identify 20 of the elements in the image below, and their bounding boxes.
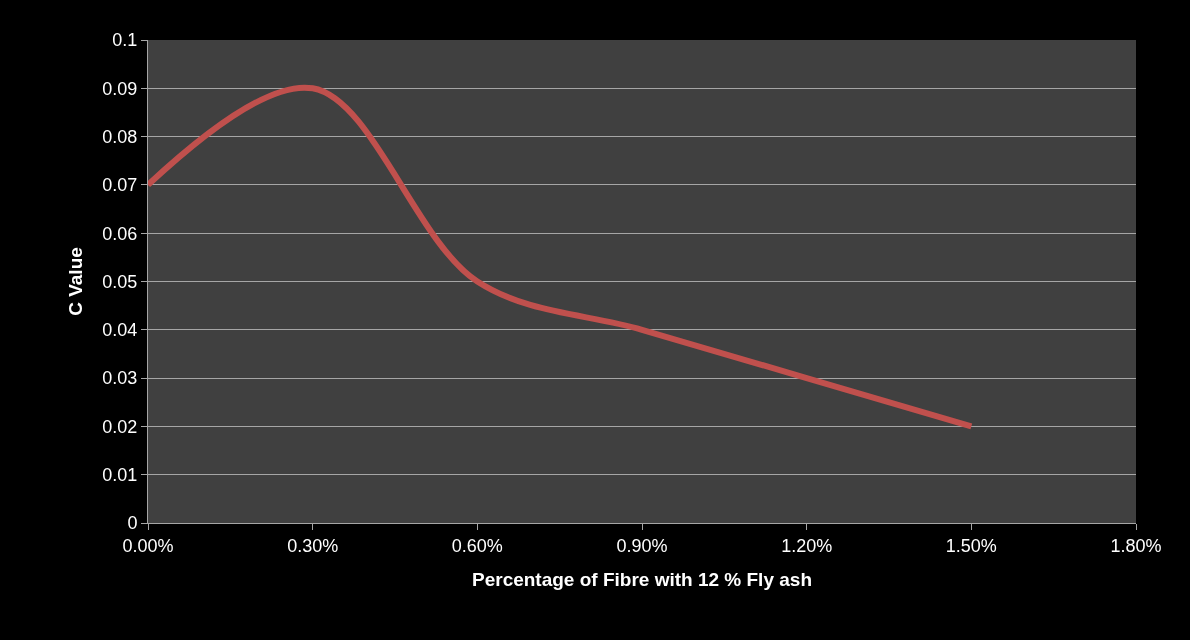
x-tick-label: 0.60% xyxy=(451,535,503,556)
x-tick-label: 0.00% xyxy=(122,535,174,556)
y-tick-label: 0.07 xyxy=(102,175,138,196)
x-axis-title: Percentage of Fibre with 12 % Fly ash xyxy=(472,569,812,591)
y-tick-label: 0.05 xyxy=(102,271,138,292)
x-tick-label: 1.20% xyxy=(781,535,833,556)
y-tick-label: 0 xyxy=(127,513,138,534)
y-tick-label: 0.08 xyxy=(102,126,138,147)
y-axis-title: C Value xyxy=(65,247,87,316)
y-tick-label: 0.1 xyxy=(112,30,138,51)
x-tick-label: 0.90% xyxy=(616,535,668,556)
x-tick-label: 0.30% xyxy=(287,535,339,556)
y-tick-label: 0.03 xyxy=(102,368,138,389)
y-tick-label: 0.04 xyxy=(102,320,138,341)
y-tick-label: 0.09 xyxy=(102,78,138,99)
x-tick-label: 1.50% xyxy=(945,535,997,556)
y-tick-label: 0.06 xyxy=(102,223,138,244)
y-tick-label: 0.02 xyxy=(102,416,138,437)
y-tick-label: 0.01 xyxy=(102,465,138,485)
x-tick-label: 1.80% xyxy=(1110,535,1162,556)
